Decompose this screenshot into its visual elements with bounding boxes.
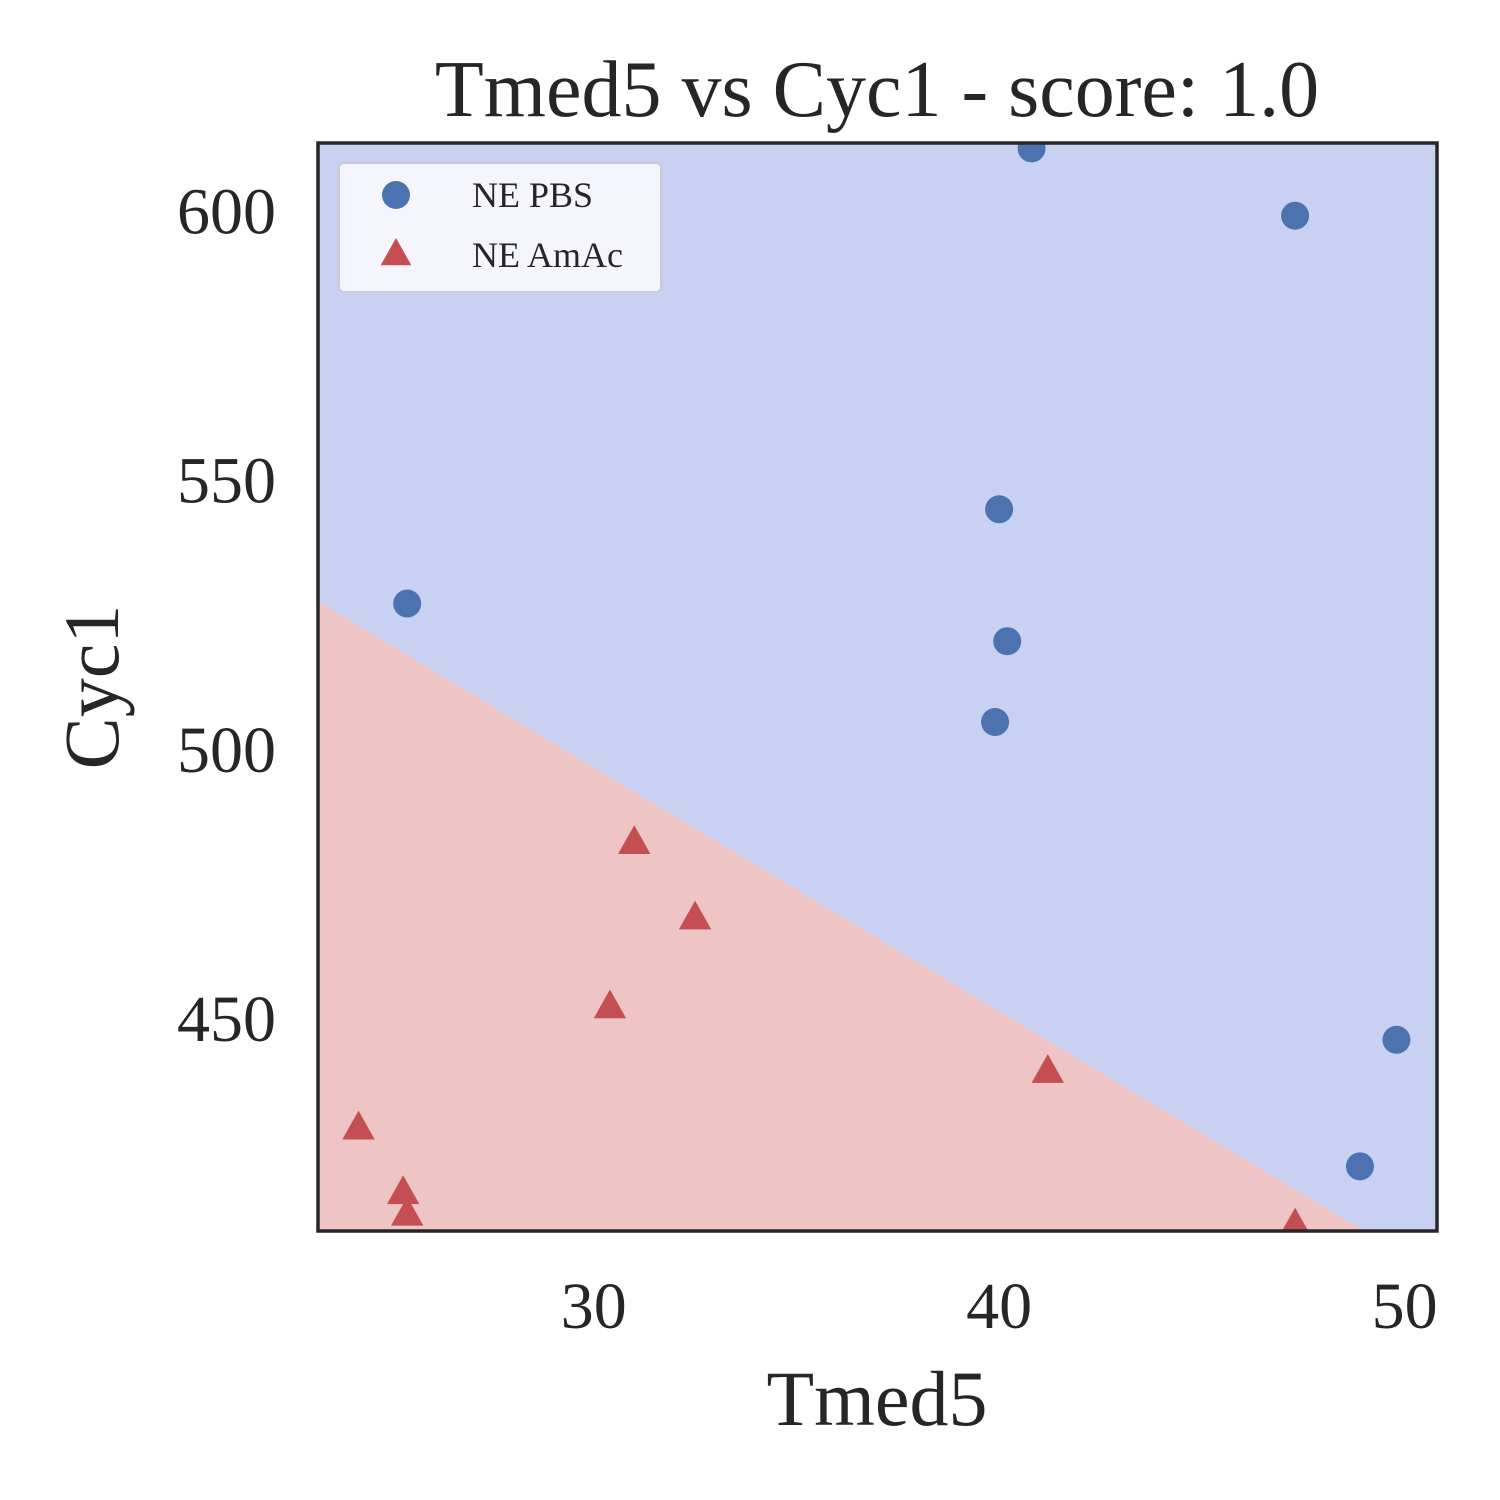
region-ne-amac (318, 601, 1365, 1231)
legend: NE PBS NE AmAc (338, 162, 662, 293)
pbs-point-5 (981, 708, 1010, 737)
amac-point-3 (1031, 1054, 1064, 1083)
chart-title: Tmed5 vs Cyc1 - score: 1.0 (435, 46, 1319, 134)
amac-point-1 (678, 900, 712, 930)
x-tick-label-1: 40 (966, 1270, 1032, 1343)
legend-box (338, 162, 662, 293)
plot-area (316, 141, 1439, 1233)
amac-point-2 (593, 989, 627, 1019)
y-tick-label-0: 450 (177, 983, 276, 1056)
plot-frame (316, 141, 1439, 1233)
y-axis-label: Cyc1 (48, 605, 135, 770)
legend-label-0: NE PBS (472, 175, 593, 215)
amac-point-4 (342, 1110, 375, 1140)
legend-marker-0 (382, 181, 410, 209)
pbs-point-3 (985, 495, 1014, 524)
pbs-point-7 (1345, 1152, 1374, 1181)
x-tick-label-2: 50 (1372, 1270, 1438, 1343)
amac-point-0 (618, 825, 651, 854)
x-axis-label: Tmed5 (767, 1355, 988, 1442)
amac-point-7 (1281, 1207, 1309, 1231)
pbs-point-0 (393, 589, 422, 618)
pbs-point-4 (993, 627, 1022, 656)
x-tick-label-0: 30 (561, 1270, 627, 1343)
legend-label-1: NE AmAc (472, 235, 623, 275)
pbs-point-6 (1382, 1025, 1411, 1054)
pbs-point-2 (1281, 201, 1310, 230)
y-tick-label-2: 550 (177, 445, 276, 518)
amac-point-5 (386, 1175, 420, 1205)
pbs-point-1 (1017, 143, 1046, 163)
y-tick-label-3: 600 (177, 175, 276, 248)
legend-marker-1 (380, 238, 412, 266)
y-tick-label-1: 500 (177, 714, 276, 787)
amac-point-6 (390, 1196, 424, 1226)
